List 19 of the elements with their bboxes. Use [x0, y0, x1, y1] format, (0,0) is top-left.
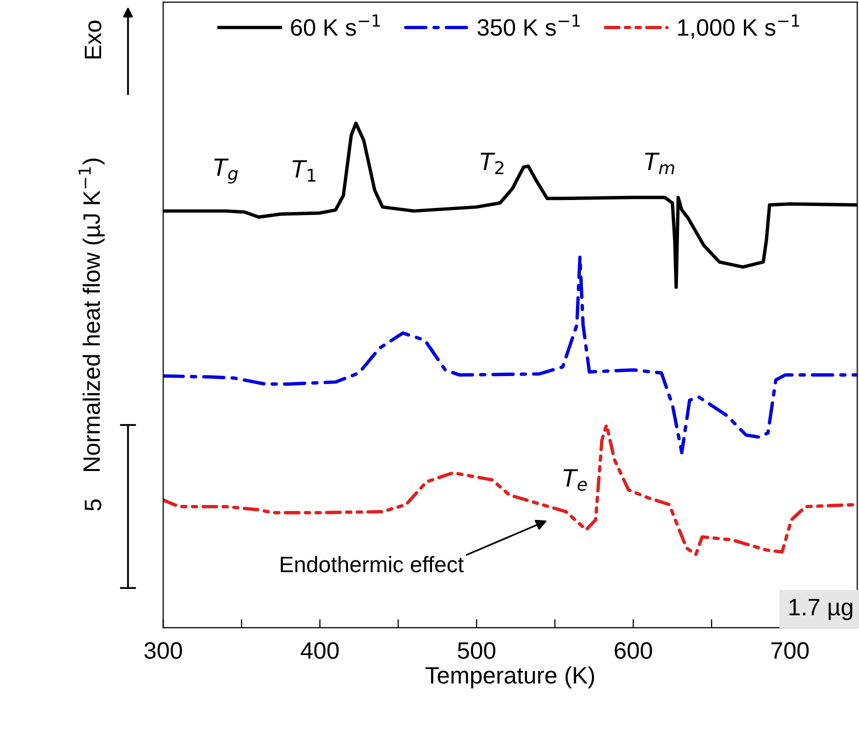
annotation: T$_{m}$: [645, 152, 674, 174]
annotation: T$_{g}$: [214, 158, 238, 184]
y-axis-title: Normalized heat flow (µJ K$^{−1}$): [78, 158, 105, 471]
x-tick-label: 300: [144, 642, 182, 659]
annotation: T$_{e}$: [564, 469, 587, 491]
x-tick-label: 500: [458, 642, 496, 659]
text: Exo: [84, 20, 102, 58]
x-tick-label: 400: [300, 642, 339, 659]
legend-label: 350 K s$^{−1}$: [478, 14, 580, 36]
legend-label: 60 K s$^{−1}$: [291, 14, 380, 36]
x-tick-label: 600: [614, 642, 652, 659]
annotation: T$_{1}$: [292, 160, 316, 182]
annotation: T$_{2}$: [480, 152, 504, 174]
x-tick-label: 700: [771, 642, 809, 659]
legend-label: 1,000 K s$^{−1}$: [678, 14, 800, 39]
annotation: 1.7 µg: [789, 599, 852, 620]
annotation: Endothermic effect: [280, 556, 464, 572]
x-axis-title: Temperature (K): [426, 666, 594, 688]
text: 5: [84, 499, 102, 511]
